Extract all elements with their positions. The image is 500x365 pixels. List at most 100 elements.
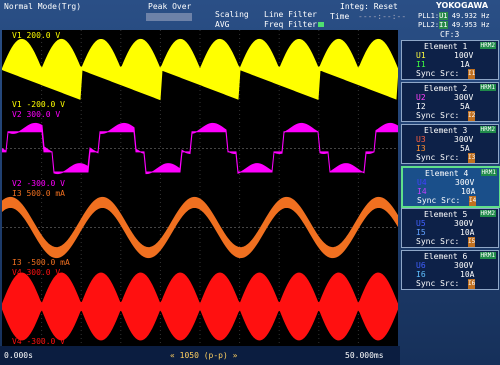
element-panel[interactable]: Element 3 HRM2 U3 300V I3 5A Sync Src: I3	[401, 124, 499, 164]
time-end: 50.000ms	[345, 351, 384, 360]
trace-name: I3	[12, 189, 22, 198]
element-i-range: 10A	[460, 270, 475, 279]
pll2-freq: 49.953 Hz	[451, 21, 490, 29]
element-sync: Sync Src:	[416, 237, 460, 246]
pll1-freq: 49.932 Hz	[451, 12, 490, 20]
element-title: Element 6	[424, 252, 468, 261]
trace-name: V4	[12, 337, 22, 346]
element-u: U2	[416, 93, 426, 102]
integ: Integ: Reset	[340, 2, 398, 11]
cf: CF:3	[440, 30, 460, 39]
element-u: U5	[416, 219, 426, 228]
element-sync-src: I2	[468, 111, 476, 121]
peak-over: Peak Over	[148, 2, 192, 11]
element-sync-src: I4	[469, 196, 477, 206]
waveform-display: V1 200.0 VV1 -200.0 VV2 300.0 VV2 -300.0…	[2, 30, 398, 346]
element-panel[interactable]: Element 6 HRM1 U6 300V I6 10A Sync Src: I6	[401, 250, 499, 290]
avg: AVG	[215, 20, 230, 29]
element-i: I4	[417, 187, 427, 196]
element-u: U1	[416, 51, 426, 60]
trace-bottom: V1 -200.0 V	[12, 100, 65, 109]
element-u-range: 300V	[454, 93, 474, 102]
waveform	[2, 272, 398, 341]
element-u-range: 300V	[454, 219, 474, 228]
freq-led	[318, 22, 324, 27]
trace-top-scale: 300.0 V	[26, 110, 60, 119]
element-sync-src: I3	[468, 153, 476, 163]
waveform	[2, 122, 398, 175]
element-sync-src: I1	[468, 69, 476, 79]
trace-top: V4 300.0 V	[12, 268, 60, 277]
pll2-label: PLL2:	[418, 21, 440, 29]
pll2-src: I1	[439, 21, 448, 29]
element-sync: Sync Src:	[416, 69, 460, 78]
trace-bottom-scale: -500.0 mA	[26, 258, 70, 267]
element-i: I1	[416, 60, 426, 69]
trace-name: V4	[12, 268, 22, 277]
element-i: I5	[416, 228, 426, 237]
element-i-range: 5A	[460, 144, 470, 153]
freq-filter: Freq Filter	[264, 20, 317, 29]
brand: YOKOGAWA	[436, 1, 489, 10]
waveform	[2, 196, 398, 259]
element-badge: HRM1	[480, 169, 497, 176]
time-start: 0.000s	[4, 351, 33, 360]
element-title: Element 5	[424, 210, 468, 219]
element-u: U6	[416, 261, 426, 270]
element-badge: HRM2	[479, 42, 496, 49]
element-i-range: 5A	[460, 102, 470, 111]
record-length: « 1050 (p-p) »	[170, 351, 238, 360]
waveform	[2, 38, 398, 101]
trace-top: V1 200.0 V	[12, 31, 60, 40]
element-i-range: 1A	[460, 60, 470, 69]
trace-name: V1	[12, 31, 22, 40]
element-u-range: 300V	[454, 261, 474, 270]
trace-bottom-scale: -300.0 V	[26, 337, 65, 346]
element-panel[interactable]: Element 5 HRM2 U5 300V I5 10A Sync Src: I5	[401, 208, 499, 248]
element-title: Element 1	[424, 42, 468, 51]
trace-top: I3 500.0 mA	[12, 189, 65, 198]
element-panel[interactable]: Element 1 HRM2 U1 100V I1 1A Sync Src: I1	[401, 40, 499, 80]
element-sync: Sync Src:	[416, 153, 460, 162]
pll2: PLL2:I1 49.953 Hz	[418, 20, 490, 30]
element-badge: HRM2	[479, 126, 496, 133]
trace-top: V2 300.0 V	[12, 110, 60, 119]
element-sync: Sync Src:	[417, 196, 461, 205]
mode: Normal Mode(Trg)	[4, 2, 82, 11]
element-title: Element 4	[425, 169, 469, 178]
trace-bottom-scale: -300.0 V	[26, 179, 65, 188]
time-label: Time	[330, 12, 350, 21]
pll1-src: U1	[439, 12, 448, 20]
element-title: Element 3	[424, 126, 468, 135]
pll1: PLL1:U1 49.932 Hz	[418, 11, 490, 21]
trace-bottom: V4 -300.0 V	[12, 337, 65, 346]
trace-top-scale: 200.0 V	[26, 31, 60, 40]
element-panel[interactable]: Element 4 HRM1 U4 300V I4 10A Sync Src: I4	[401, 166, 500, 208]
element-i: I2	[416, 102, 426, 111]
trace-top-scale: 500.0 mA	[26, 189, 65, 198]
trace-name: I3	[12, 258, 22, 267]
element-sync: Sync Src:	[416, 279, 460, 288]
element-i-range: 10A	[461, 187, 476, 196]
element-sync: Sync Src:	[416, 111, 460, 120]
element-badge: HRM1	[479, 84, 496, 91]
trace-bottom-scale: -200.0 V	[26, 100, 65, 109]
element-panel[interactable]: Element 2 HRM1 U2 300V I2 5A Sync Src: I2	[401, 82, 499, 122]
element-title: Element 2	[424, 84, 468, 93]
element-sync-src: I6	[468, 279, 476, 289]
element-u: U4	[417, 178, 427, 187]
trace-name: V2	[12, 110, 22, 119]
trace-name: V2	[12, 179, 22, 188]
trace-name: V1	[12, 100, 22, 109]
element-u-range: 300V	[454, 135, 474, 144]
trace-bottom: I3 -500.0 mA	[12, 258, 70, 267]
pll1-label: PLL1:	[418, 12, 440, 20]
element-badge: HRM2	[479, 210, 496, 217]
element-u-range: 100V	[454, 51, 474, 60]
element-u-range: 300V	[455, 178, 475, 187]
scaling: Scaling	[215, 10, 249, 19]
element-u: U3	[416, 135, 426, 144]
trace-top-scale: 300.0 V	[26, 268, 60, 277]
trace-bottom: V2 -300.0 V	[12, 179, 65, 188]
